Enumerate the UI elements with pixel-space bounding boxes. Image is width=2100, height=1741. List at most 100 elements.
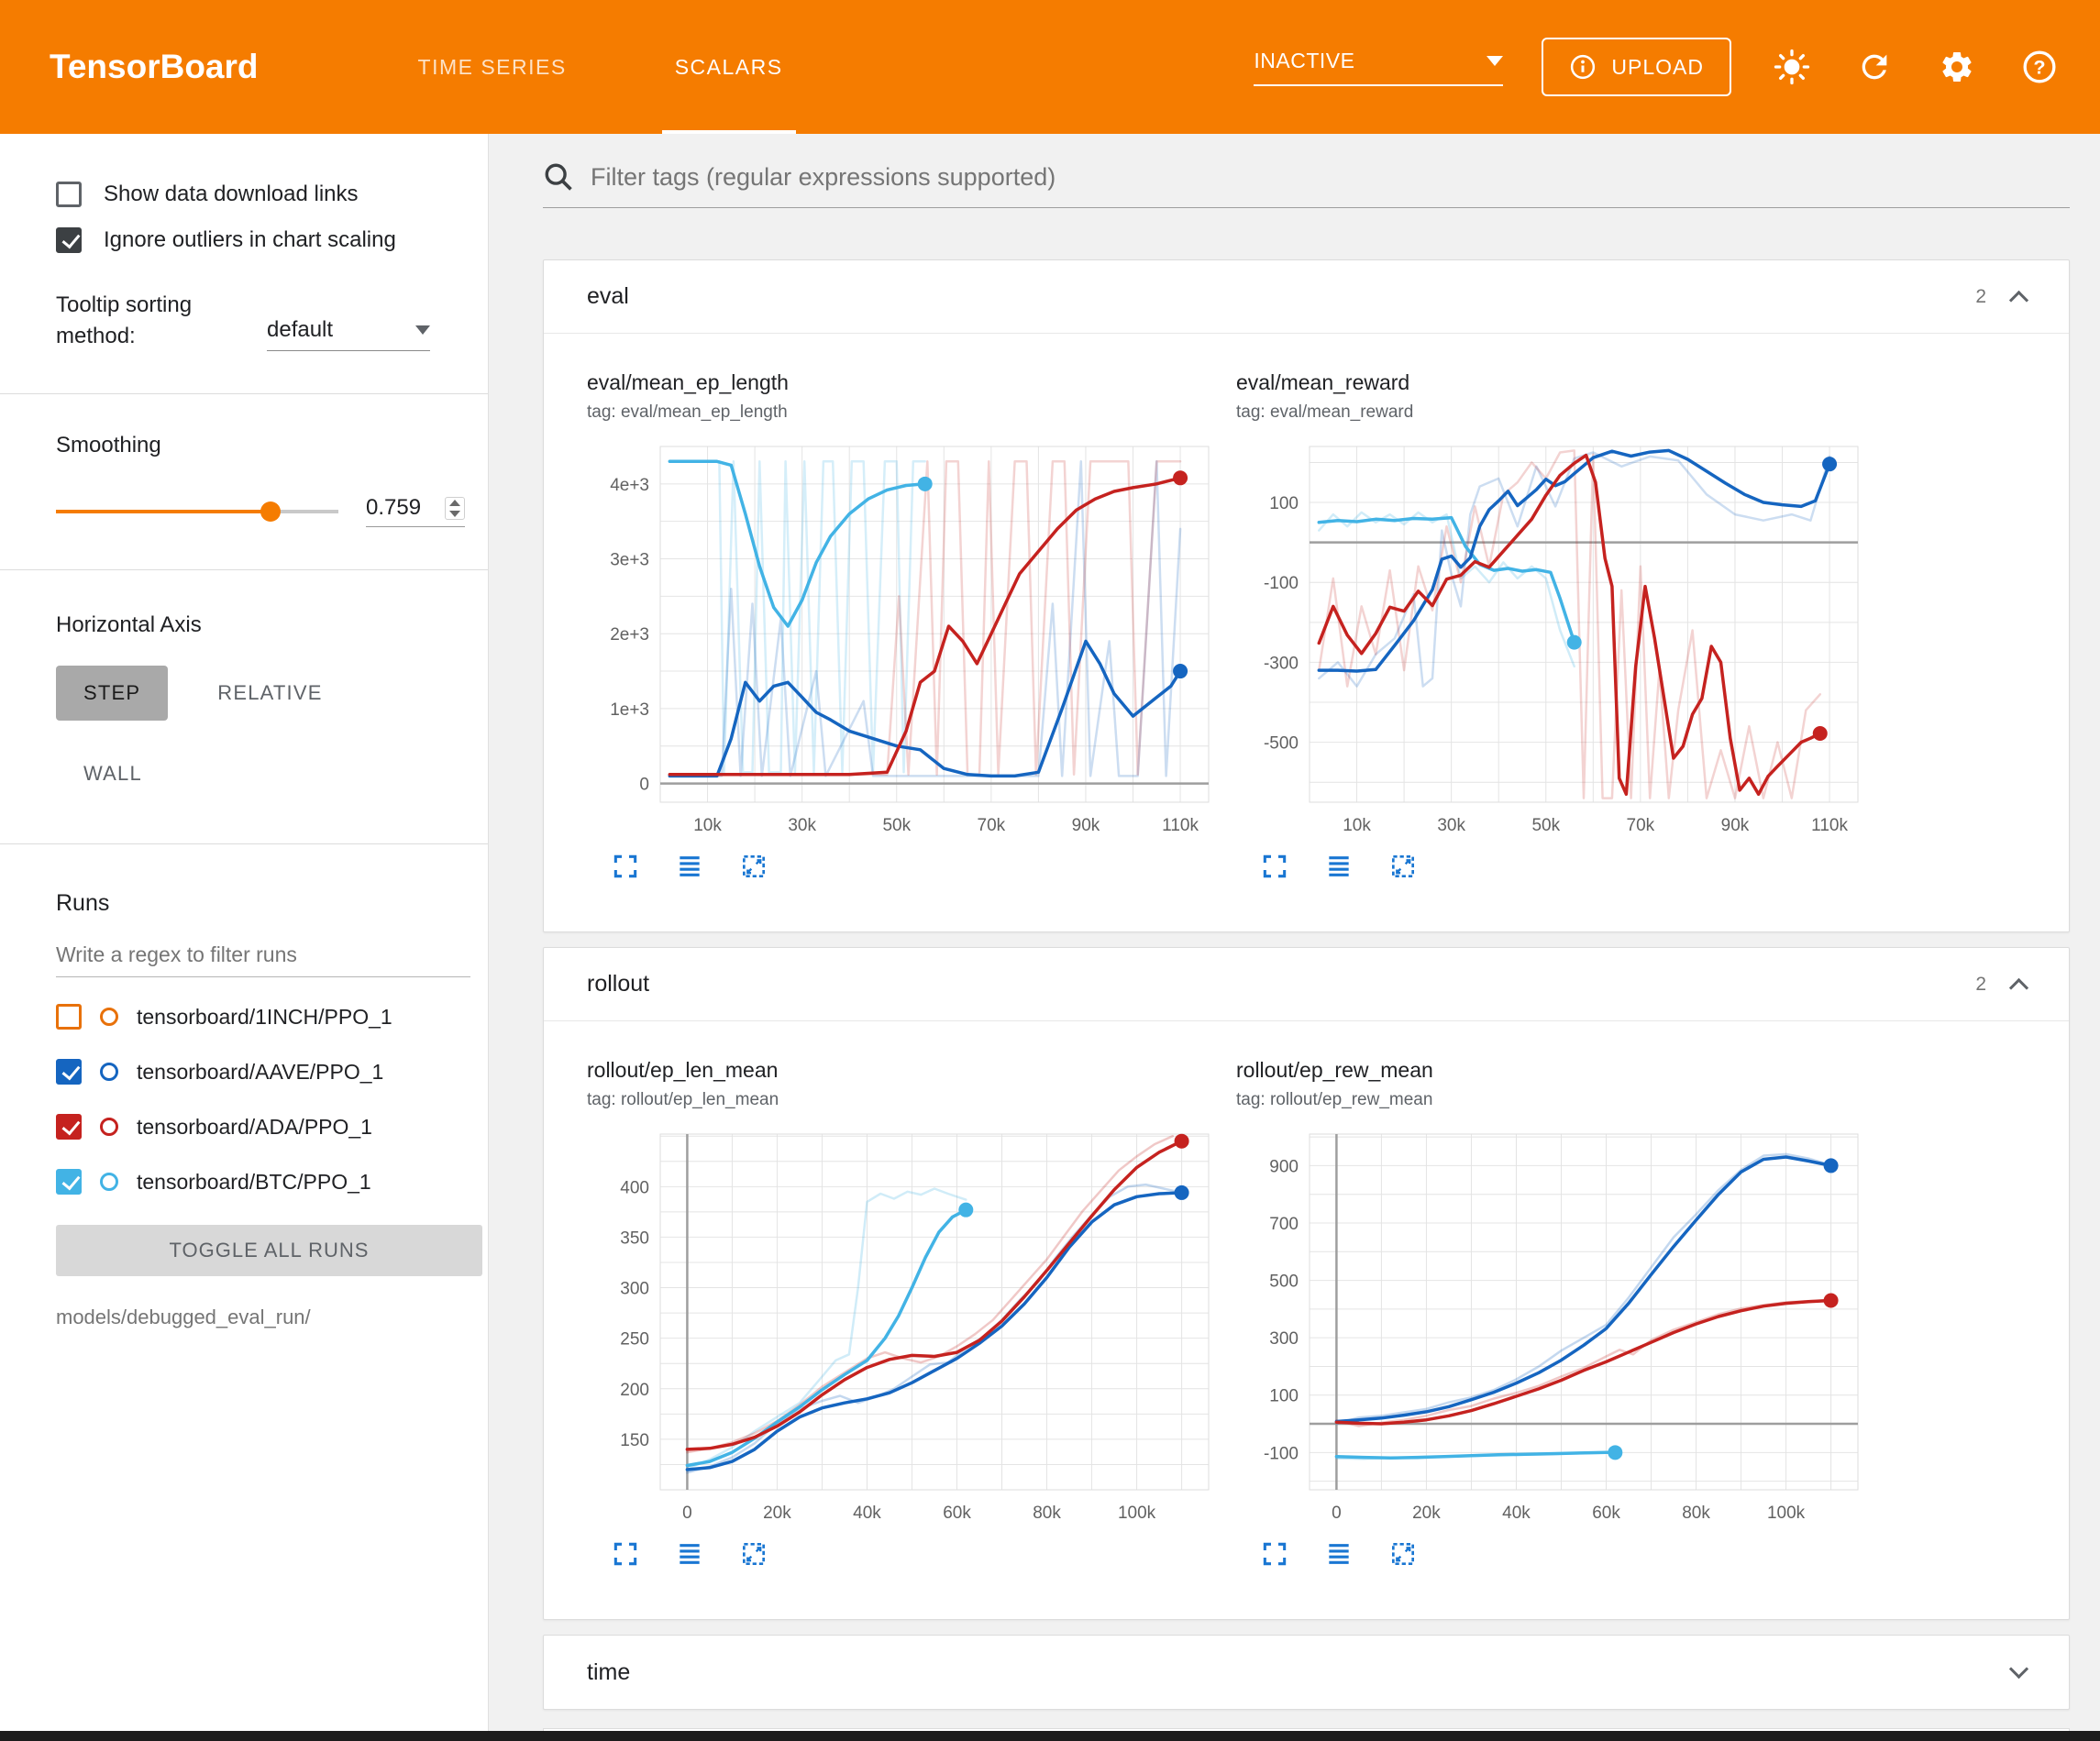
expand-chart-icon[interactable] xyxy=(1260,1539,1289,1569)
chevron-down-icon xyxy=(415,325,430,336)
checkbox-unchecked-icon[interactable] xyxy=(56,182,82,207)
line-chart[interactable]: 10k 30k 50k 70k 90k 110k 0 1e+3 2e+3 3e+3 4e+3 xyxy=(587,432,1221,844)
chart-title: eval/mean_ep_length xyxy=(587,370,789,394)
svg-text:60k: 60k xyxy=(1592,1504,1620,1523)
refresh-button[interactable] xyxy=(1852,45,1896,89)
svg-text:40k: 40k xyxy=(1502,1504,1531,1523)
runs-title: Runs xyxy=(56,890,110,917)
svg-text:50k: 50k xyxy=(882,816,911,835)
status-dropdown[interactable]: INACTIVE xyxy=(1254,49,1504,86)
line-chart[interactable]: 10k 30k 50k 70k 90k 110k 100 -100 -300 -500 xyxy=(1236,432,1871,844)
svg-text:3e+3: 3e+3 xyxy=(610,551,649,570)
section-count: 2 xyxy=(1975,973,1986,995)
fit-domain-icon[interactable] xyxy=(1388,1539,1418,1569)
divider xyxy=(0,843,488,845)
brightness-toggle-button[interactable] xyxy=(1770,45,1814,89)
run-checkbox[interactable] xyxy=(56,1169,82,1196)
run-checkbox[interactable] xyxy=(56,1114,82,1140)
svg-text:150: 150 xyxy=(620,1431,649,1450)
section-count: 2 xyxy=(1975,285,1986,307)
runs-directory-path: models/debugged_eval_run/ xyxy=(56,1306,311,1329)
tab-time-series[interactable]: TIME SERIES xyxy=(417,54,567,79)
section-eval: eval 2 eval/mean_ep_length tag: eval/mea… xyxy=(543,259,2070,932)
divider xyxy=(0,569,488,571)
chevron-up-icon[interactable] xyxy=(2008,977,2029,998)
tag-filter-input[interactable] xyxy=(591,162,2070,192)
svg-text:-100: -100 xyxy=(1264,1444,1299,1463)
sidebar: Show data download links Ignore outliers… xyxy=(0,134,489,1741)
data-table-icon[interactable] xyxy=(1324,852,1354,881)
runs-filter-input[interactable] xyxy=(56,942,470,978)
svg-text:30k: 30k xyxy=(788,816,816,835)
chevron-down-icon[interactable] xyxy=(2008,1658,2029,1679)
run-checkbox[interactable] xyxy=(56,1004,82,1030)
svg-text:20k: 20k xyxy=(1412,1504,1441,1523)
svg-text:0: 0 xyxy=(682,1504,692,1523)
run-row[interactable]: tensorboard/AAVE/PPO_1 xyxy=(56,1056,470,1087)
help-button[interactable]: ? xyxy=(2017,45,2061,89)
chart-toolbar xyxy=(1236,1539,1871,1569)
run-row[interactable]: tensorboard/ADA/PPO_1 xyxy=(56,1111,470,1142)
expand-chart-icon[interactable] xyxy=(611,1539,640,1569)
axis-relative-button[interactable]: RELATIVE xyxy=(190,666,349,721)
svg-text:-500: -500 xyxy=(1264,734,1299,754)
data-table-icon[interactable] xyxy=(675,1539,704,1569)
run-color-circle xyxy=(100,1173,118,1192)
gear-icon xyxy=(1942,52,1972,82)
section-header-time[interactable]: time xyxy=(544,1636,2069,1709)
svg-text:0: 0 xyxy=(639,776,649,795)
spinner-up-icon[interactable] xyxy=(449,499,460,506)
run-color-circle xyxy=(100,1063,118,1082)
svg-text:0: 0 xyxy=(1332,1504,1342,1523)
svg-text:10k: 10k xyxy=(1343,816,1371,835)
tooltip-sorting-row: Tooltip sorting method: default xyxy=(56,290,470,352)
section-rollout: rollout 2 rollout/ep_len_mean tag: rollo… xyxy=(543,947,2070,1620)
tab-scalars[interactable]: SCALARS xyxy=(661,0,796,134)
settings-button[interactable] xyxy=(1935,45,1979,89)
fit-domain-icon[interactable] xyxy=(739,852,768,881)
run-row[interactable]: tensorboard/BTC/PPO_1 xyxy=(56,1166,470,1197)
chart-tag: tag: rollout/ep_rew_mean xyxy=(1236,1090,1433,1109)
upload-button[interactable]: UPLOAD xyxy=(1542,38,1731,96)
run-row[interactable]: tensorboard/1INCH/PPO_1 xyxy=(56,1001,470,1032)
fit-domain-icon[interactable] xyxy=(739,1539,768,1569)
smoothing-value-input[interactable]: 0.759 xyxy=(366,495,465,528)
tooltip-sorting-dropdown[interactable]: default xyxy=(267,317,430,352)
run-checkbox[interactable] xyxy=(56,1059,82,1085)
spinner-down-icon[interactable] xyxy=(449,510,460,517)
axis-wall-button[interactable]: WALL xyxy=(56,746,170,801)
fit-domain-icon[interactable] xyxy=(1388,852,1418,881)
expand-chart-icon[interactable] xyxy=(1260,852,1289,881)
setting-show-download-links[interactable]: Show data download links xyxy=(56,182,470,207)
section-header-rollout[interactable]: rollout 2 xyxy=(544,948,2069,1021)
line-chart[interactable]: 0 20k 40k 60k 80k 100k -100 100 300 500 700 900 xyxy=(1236,1119,1871,1532)
smoothing-slider[interactable] xyxy=(56,500,338,523)
run-label: tensorboard/BTC/PPO_1 xyxy=(137,1169,371,1194)
data-table-icon[interactable] xyxy=(675,852,704,881)
brightness-icon xyxy=(1774,49,1810,85)
tag-filter-row xyxy=(543,161,2070,208)
axis-step-button[interactable]: STEP xyxy=(56,666,169,722)
svg-text:-300: -300 xyxy=(1264,654,1299,673)
svg-text:2e+3: 2e+3 xyxy=(610,625,649,645)
search-icon xyxy=(545,163,572,191)
chart-card: eval/mean_ep_length tag: eval/mean_ep_le… xyxy=(587,370,1221,881)
run-label: tensorboard/1INCH/PPO_1 xyxy=(137,1004,392,1029)
svg-text:80k: 80k xyxy=(1682,1504,1710,1523)
svg-text:50k: 50k xyxy=(1531,816,1560,835)
svg-text:110k: 110k xyxy=(1162,816,1199,835)
setting-ignore-outliers[interactable]: Ignore outliers in chart scaling xyxy=(56,227,470,253)
toggle-all-runs-button[interactable]: TOGGLE ALL RUNS xyxy=(56,1225,482,1277)
line-chart[interactable]: 0 20k 40k 60k 80k 100k 150 200 250 300 350 400 xyxy=(587,1119,1221,1532)
checkbox-checked-icon[interactable] xyxy=(56,227,82,253)
smoothing-slider-thumb[interactable] xyxy=(260,501,281,522)
section-header-eval[interactable]: eval 2 xyxy=(544,260,2069,334)
chevron-down-icon xyxy=(1487,55,1504,66)
chevron-up-icon[interactable] xyxy=(2008,290,2029,311)
expand-chart-icon[interactable] xyxy=(611,852,640,881)
svg-text:100k: 100k xyxy=(1767,1504,1806,1523)
value-stepper[interactable] xyxy=(445,496,465,520)
help-icon: ? xyxy=(2023,50,2056,83)
data-table-icon[interactable] xyxy=(1324,1539,1354,1569)
